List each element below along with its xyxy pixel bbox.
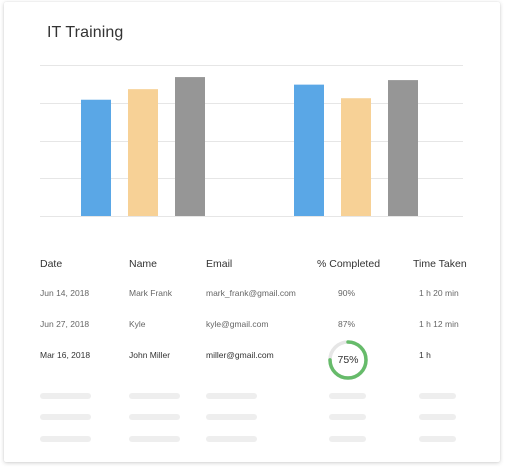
cell-email: miller@gmail.com (206, 350, 274, 360)
cell-name: John Miller (129, 350, 171, 360)
column-header-completed[interactable]: % Completed (317, 258, 381, 270)
chart-bar (341, 98, 371, 216)
placeholder-bar (419, 414, 456, 420)
chart-bar (81, 99, 111, 216)
page-title: IT Training (47, 24, 124, 41)
cell-time-taken: 1 h 12 min (419, 319, 459, 329)
placeholder-bar (206, 393, 257, 399)
cell-time-taken: 1 h 20 min (419, 288, 459, 298)
cell-date: Mar 16, 2018 (40, 350, 91, 360)
progress-ring-label: 75% (337, 354, 359, 366)
cell-date: Jun 27, 2018 (40, 319, 90, 329)
chart-bar (294, 84, 324, 216)
table-row[interactable]: Jun 14, 2018 Mark Frank mark_frank@gmail… (0, 288, 508, 308)
placeholder-bar (40, 436, 91, 442)
cell-time-taken: 1 h (419, 350, 431, 360)
placeholder-bar (329, 436, 366, 442)
cell-name: Kyle (129, 319, 146, 329)
cell-completed: 90% (338, 288, 356, 298)
cell-completed: 87% (338, 319, 356, 329)
placeholder-bar (40, 414, 91, 420)
placeholder-bar (206, 436, 257, 442)
table-row[interactable]: Jun 27, 2018 Kyle kyle@gmail.com 87% 1 h… (0, 319, 508, 339)
cell-name: Mark Frank (129, 288, 172, 298)
column-header-time-taken[interactable]: Time Taken (413, 258, 467, 270)
placeholder-bar (129, 393, 180, 399)
placeholder-bar (419, 436, 456, 442)
chart-bar (388, 80, 418, 216)
placeholder-bar (329, 414, 366, 420)
completion-progress-ring (328, 340, 368, 380)
placeholder-bar (329, 393, 366, 399)
placeholder-bar (206, 414, 257, 420)
column-header-name[interactable]: Name (129, 258, 158, 270)
placeholder-bar (419, 393, 456, 399)
cell-date: Jun 14, 2018 (40, 288, 90, 298)
cell-email: mark_frank@gmail.com (206, 288, 296, 298)
column-header-date[interactable]: Date (40, 258, 63, 270)
column-header-email[interactable]: Email (206, 258, 233, 270)
report-card (4, 2, 500, 462)
table-row-selected[interactable]: Mar 16, 2018 John Miller miller@gmail.co… (0, 350, 508, 370)
chart-bar (175, 77, 205, 216)
chart-bar (128, 89, 158, 216)
placeholder-bar (129, 436, 180, 442)
placeholder-bar (40, 393, 91, 399)
cell-email: kyle@gmail.com (206, 319, 269, 329)
chart-bars (81, 77, 418, 216)
placeholder-bar (129, 414, 180, 420)
